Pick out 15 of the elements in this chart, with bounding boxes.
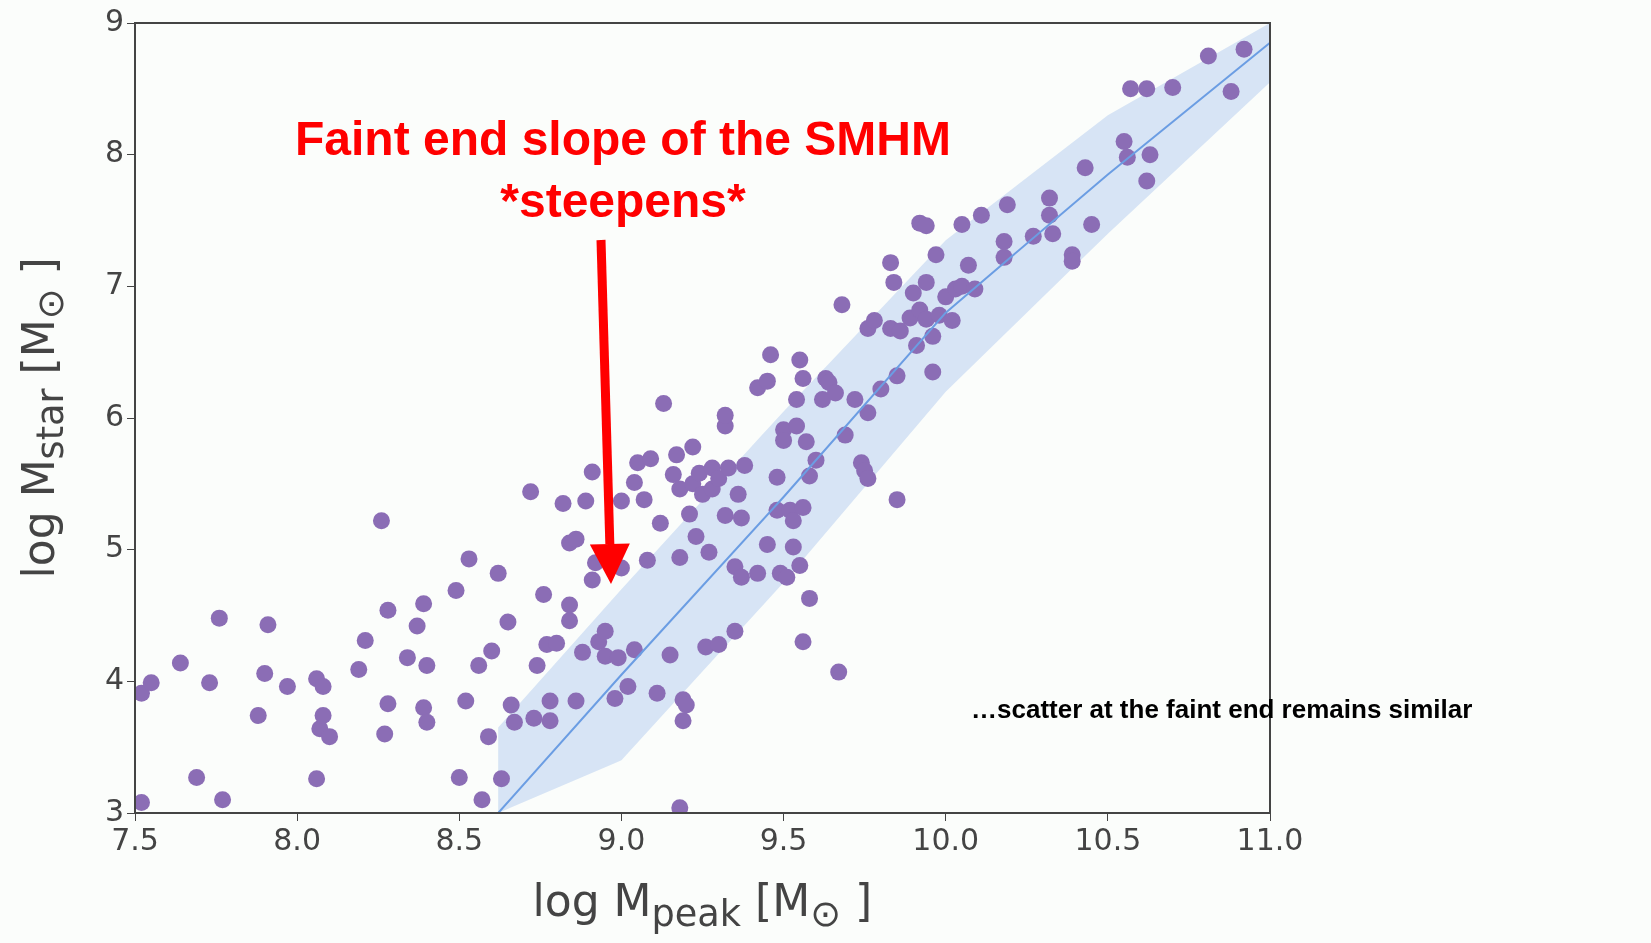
y-tick-label: 9: [104, 2, 124, 38]
x-tick-label: 9.5: [759, 821, 808, 857]
y-tick-label: 6: [104, 397, 124, 433]
y-tick-label: 7: [104, 266, 124, 302]
x-tick-label: 11.0: [1236, 821, 1304, 857]
y-tick-label: 5: [104, 529, 124, 565]
x-tick-label: 9.0: [597, 821, 646, 857]
y-tick-label: 4: [104, 661, 124, 697]
x-tick-label: 8.5: [435, 821, 484, 857]
x-tick-label: 8.0: [273, 821, 321, 857]
annotation: Faint end slope of the SMHM *steepens*: [294, 111, 952, 229]
x-axis-title: log M$_{peak}$ [M$_{⊙}$ ]: [532, 875, 873, 935]
x-tick-label: 10.0: [912, 821, 980, 857]
x-tick-label: 10.5: [1074, 821, 1142, 857]
y-tick-label: 8: [104, 134, 124, 170]
